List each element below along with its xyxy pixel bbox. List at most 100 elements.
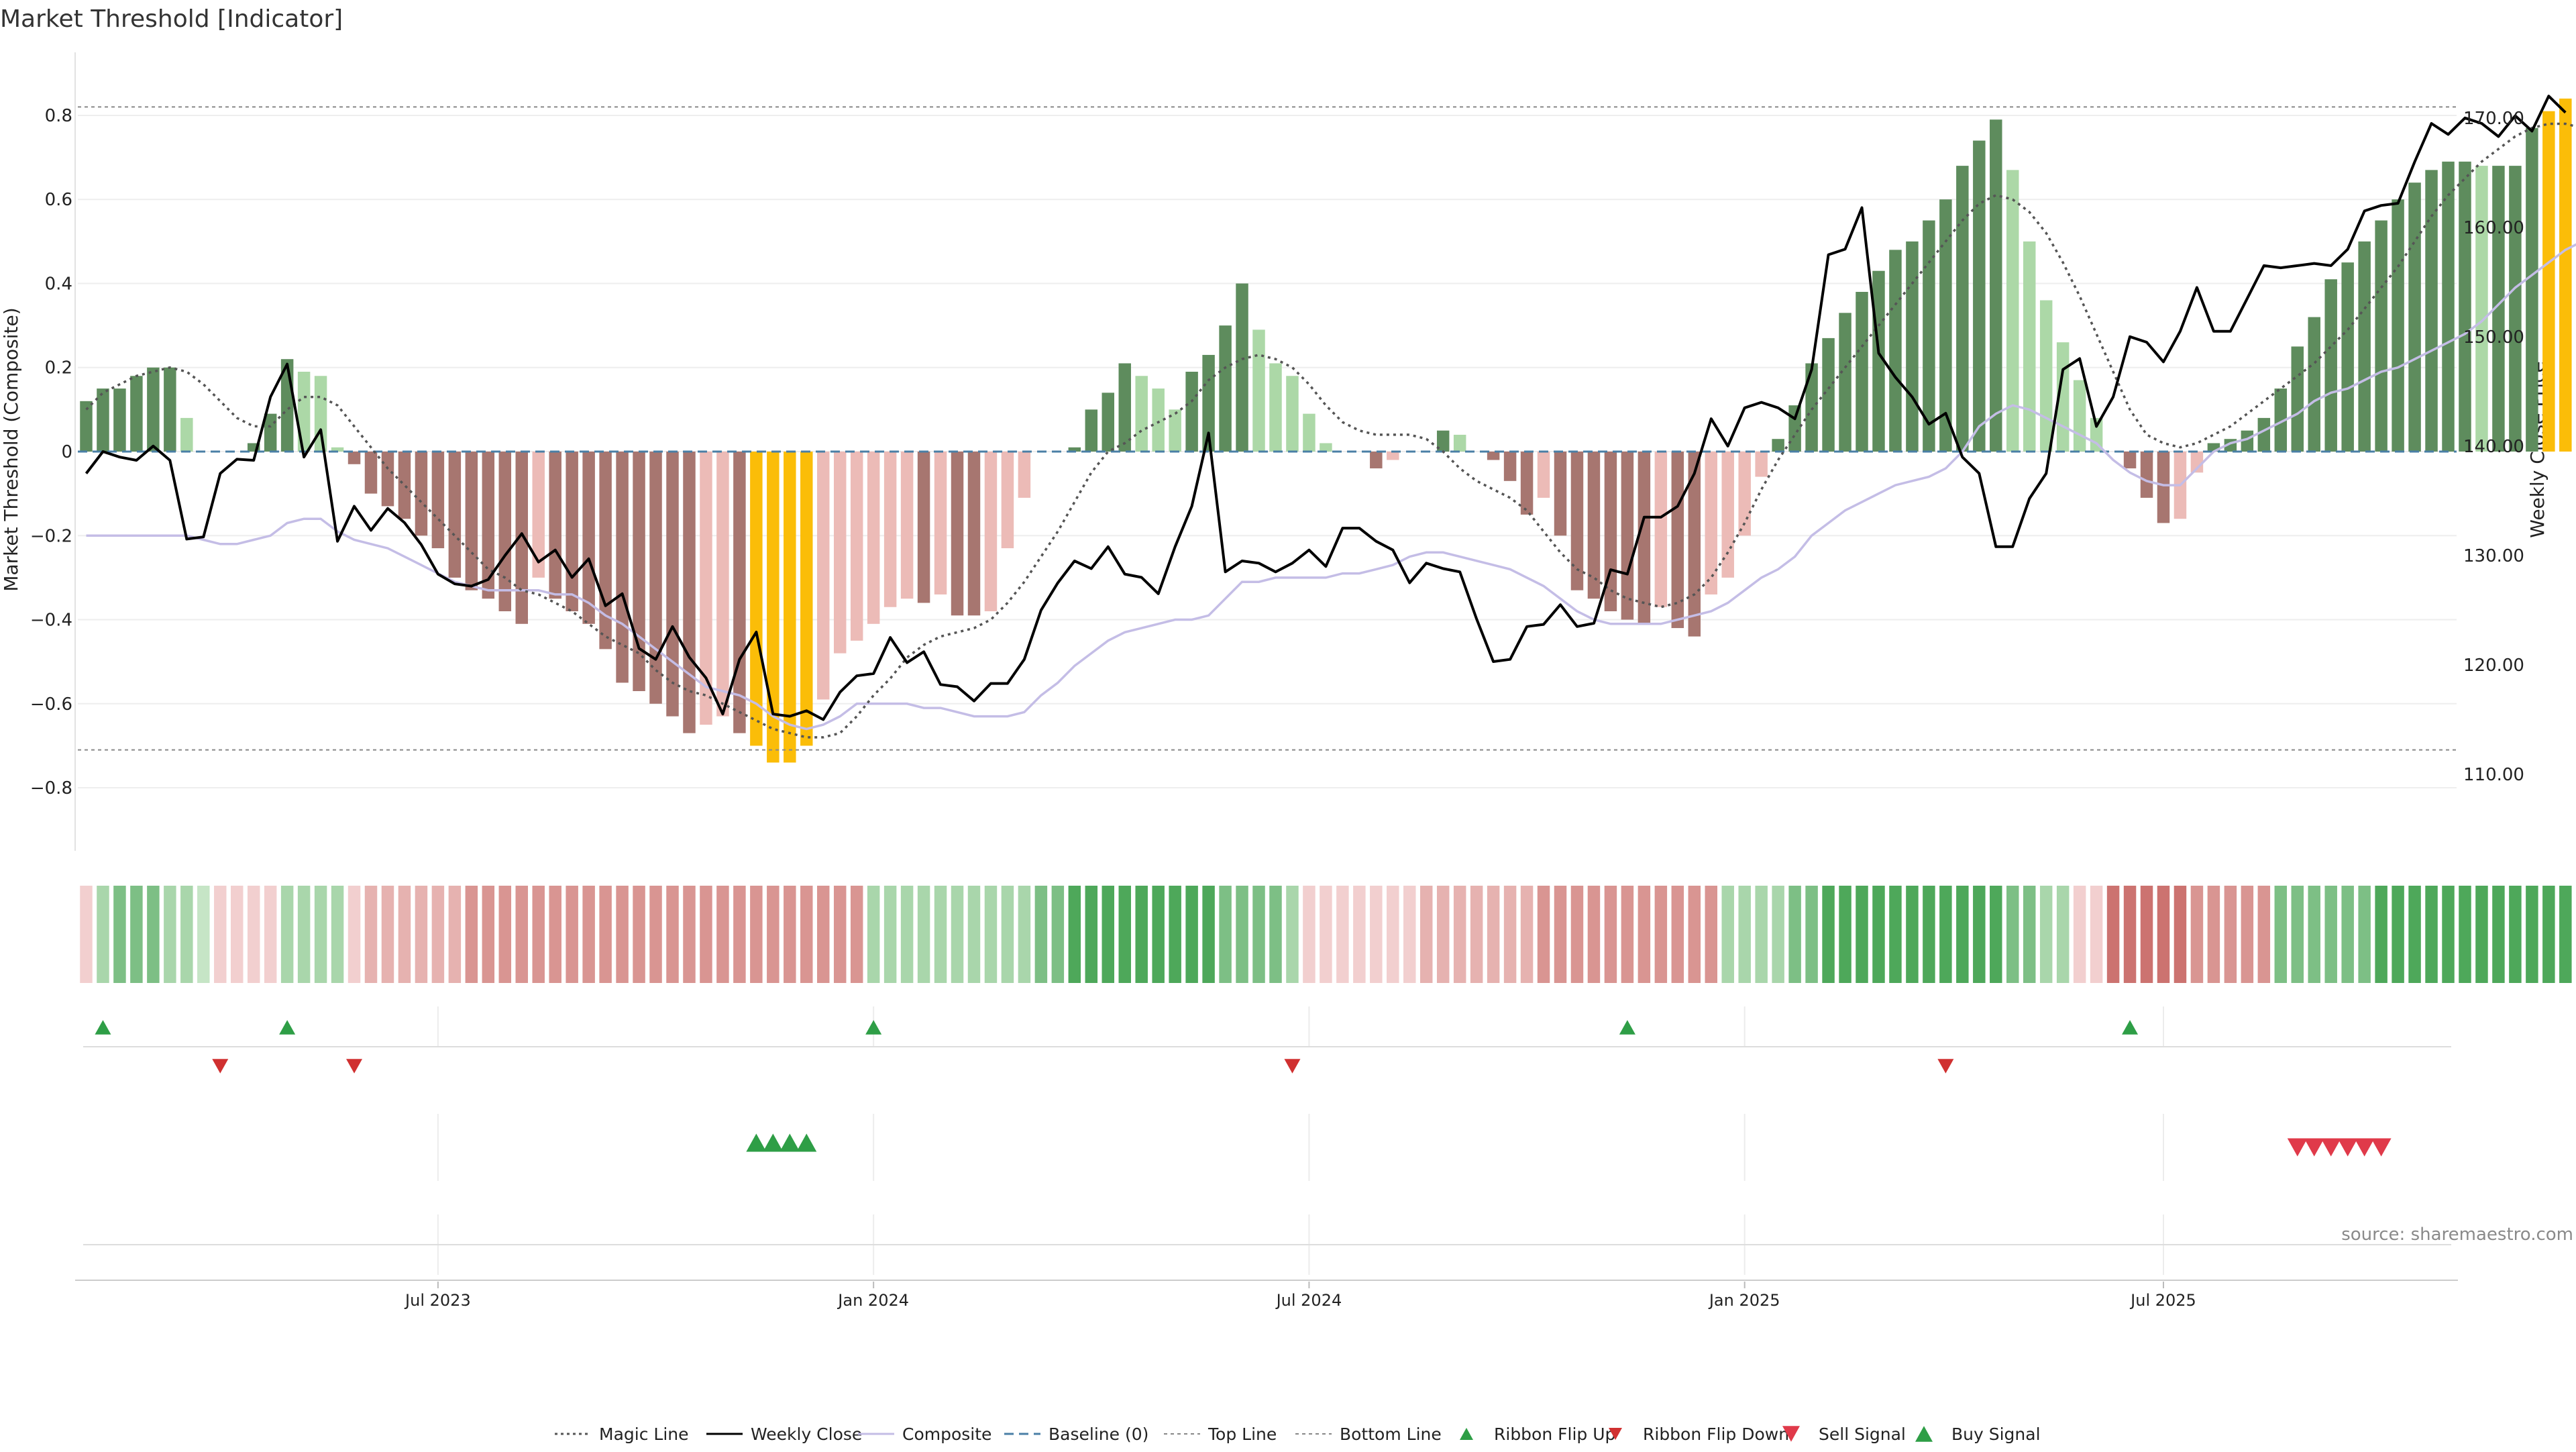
legend-item: Ribbon Flip Down (1609, 1424, 1789, 1444)
composite-bar (851, 452, 863, 641)
ribbon-segment (532, 886, 544, 983)
composite-bar (1487, 452, 1499, 460)
ribbon-segment (1052, 886, 1064, 983)
composite-bar (180, 418, 193, 452)
ribbon-segment (1320, 886, 1332, 983)
legend-label: Ribbon Flip Down (1643, 1424, 1789, 1444)
ribbon-segment (1085, 886, 1097, 983)
ribbon-segment (298, 886, 310, 983)
ribbon-flip-down-marker (1937, 1059, 1953, 1074)
ribbon-flip-down-marker (1284, 1059, 1300, 1074)
ribbon-segment (1219, 886, 1231, 983)
composite-bar (2392, 199, 2404, 452)
composite-bar (398, 452, 411, 519)
composite-bar (2425, 170, 2437, 452)
ribbon-segment (499, 886, 511, 983)
composite-bar (432, 452, 444, 548)
ribbon-flip-down-marker (346, 1059, 362, 1074)
composite-bar (1252, 329, 1265, 452)
composite-bar (599, 452, 611, 649)
composite-bar (499, 452, 511, 611)
composite-bar (1303, 414, 1315, 452)
ribbon-segment (1487, 886, 1499, 983)
composite-bar (1973, 141, 1985, 452)
ribbon-segment (315, 886, 327, 983)
composite-bar (1839, 313, 1851, 452)
composite-bar (867, 452, 879, 624)
ribbon-segment (851, 886, 863, 983)
composite-bar (1085, 409, 1097, 452)
composite-bar (1370, 452, 1382, 468)
ribbon-segment (1956, 886, 1968, 983)
ribbon-strip (80, 886, 2576, 983)
ribbon-segment (1236, 886, 1248, 983)
ribbon-segment (382, 886, 394, 983)
composite-bar (1788, 405, 1801, 452)
composite-bar (2258, 418, 2270, 452)
ribbon-segment (700, 886, 712, 983)
composite-bar (1621, 452, 1633, 620)
sell-signal-marker (2304, 1139, 2324, 1157)
ribbon-segment (1672, 886, 1684, 983)
composite-bar (1956, 166, 1968, 452)
ribbon-segment (1805, 886, 1817, 983)
ribbon-segment (2258, 886, 2270, 983)
composite-bar (1538, 452, 1550, 498)
ribbon-segment (2308, 886, 2320, 983)
weekly-close-line (87, 96, 2566, 719)
legend-swatch (1460, 1428, 1473, 1440)
ribbon-segment (2107, 886, 2119, 983)
composite-bar (2006, 170, 2019, 452)
ribbon-segment (1839, 886, 1851, 983)
composite-bar (2157, 452, 2169, 523)
composite-bar (800, 452, 812, 745)
composite-bar (1152, 388, 1164, 452)
y-tick-label-left: −0.8 (30, 778, 72, 798)
composite-bar (2559, 99, 2571, 452)
ribbon-segment (566, 886, 578, 983)
legend-label: Weekly Close (751, 1424, 862, 1444)
ribbon-segment (1437, 886, 1449, 983)
chart-title: Market Threshold [Indicator] (0, 5, 343, 33)
ribbon-segment (1990, 886, 2002, 983)
legend-item: Weekly Close (706, 1424, 862, 1444)
legend-label: Composite (902, 1424, 991, 1444)
y-tick-label-left: −0.2 (30, 526, 72, 546)
ribbon-segment (1118, 886, 1130, 983)
ribbon-segment (281, 886, 293, 983)
ribbon-segment (1420, 886, 1432, 983)
composite-bar (985, 452, 997, 611)
y-tick-label-right: 170.00 (2463, 109, 2524, 129)
ribbon-segment (1772, 886, 1784, 983)
composite-bar (1002, 452, 1014, 548)
composite-bar (918, 452, 930, 603)
composite-bar (1822, 338, 1834, 452)
ribbon-segment (1571, 886, 1583, 983)
y-axis-label-left: Market Threshold (Composite) (0, 307, 22, 591)
ribbon-segment (1102, 886, 1114, 983)
composite-bar (683, 452, 695, 733)
y-tick-label-left: 0.2 (45, 358, 72, 378)
composite-bar (733, 452, 745, 733)
sell-signal-marker (2338, 1139, 2358, 1157)
ribbon-segment (1856, 886, 1868, 983)
ribbon-segment (164, 886, 176, 983)
ribbon-segment (2006, 886, 2019, 983)
ribbon-segment (1655, 886, 1667, 983)
ribbon-segment (1721, 886, 1733, 983)
ribbon-segment (784, 886, 796, 983)
ribbon-segment (666, 886, 678, 983)
ribbon-segment (2475, 886, 2487, 983)
composite-bar (1018, 452, 1030, 498)
legend-label: Baseline (0) (1049, 1424, 1148, 1444)
ribbon-segment (2241, 886, 2253, 983)
ribbon-segment (1002, 886, 1014, 983)
ribbon-segment (1035, 886, 1047, 983)
ribbon-segment (2358, 886, 2370, 983)
composite-bar (482, 452, 494, 599)
composite-bar (147, 368, 159, 452)
ribbon-segment (582, 886, 594, 983)
y-tick-label-right: 120.00 (2463, 656, 2524, 676)
ribbon-segment (2057, 886, 2069, 983)
